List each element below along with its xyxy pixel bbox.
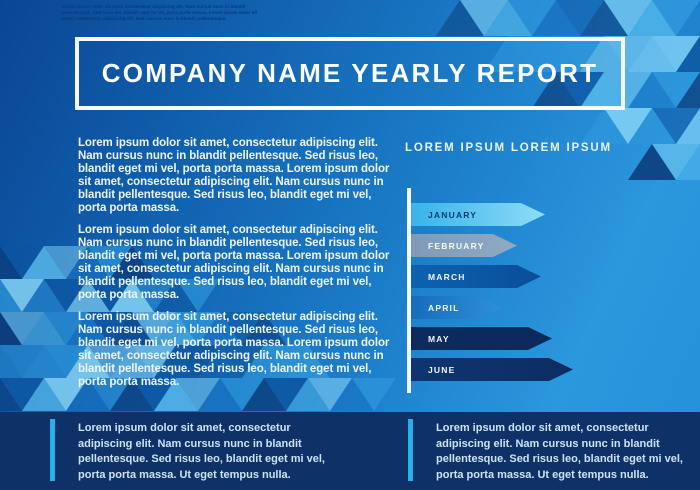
bar-label-january: JANUARY	[428, 209, 478, 220]
bar-june: JUNE	[411, 358, 573, 381]
body-paragraph-2: Lorem ipsum dolor sit amet, consectetur …	[78, 224, 390, 301]
bar-label-june: JUNE	[428, 364, 456, 375]
bar-may: MAY	[411, 327, 552, 350]
bar-march: MARCH	[411, 265, 541, 288]
cyan-accent-bar-left	[50, 419, 55, 481]
footer-left-text: Lorem ipsum dolor sit amet, consectetur a…	[78, 422, 325, 481]
bar-february: FEBRUARY	[411, 234, 517, 257]
bar-april: APRIL	[411, 296, 502, 319]
bar-label-may: MAY	[428, 333, 450, 344]
body-paragraph-1: Lorem ipsum dolor sit amet, consectetur …	[78, 137, 390, 214]
chart-axis-line	[407, 188, 411, 393]
footer-band: Lorem ipsum dolor sit amet, consectetur a…	[0, 412, 700, 490]
body-paragraph-3: Lorem ipsum dolor sit amet, consectetur …	[78, 311, 390, 388]
bar-label-march: MARCH	[428, 271, 466, 282]
bar-january: JANUARY	[411, 203, 545, 226]
body-text-column: Lorem ipsum dolor sit amet, consectetur …	[78, 137, 390, 398]
footer-left-block: Lorem ipsum dolor sit amet, consectetur a…	[0, 412, 350, 490]
bar-label-february: FEBRUARY	[428, 240, 485, 251]
page-title: COMPANY NAME YEARLY REPORT	[101, 58, 599, 88]
title-frame: COMPANY NAME YEARLY REPORT	[75, 37, 625, 110]
section-heading: LOREM IPSUM LOREM IPSUM	[405, 142, 612, 154]
bar-label-april: APRIL	[428, 302, 460, 313]
footer-right-block: Lorem ipsum dolor sit amet, consectetur a…	[358, 412, 700, 490]
top-fineprint-text: Lorem ipsum dolor sit amet, consectetur …	[62, 4, 258, 22]
cyan-accent-bar-right	[408, 419, 413, 481]
footer-right-text: Lorem ipsum dolor sit amet, consectetur a…	[436, 422, 683, 481]
